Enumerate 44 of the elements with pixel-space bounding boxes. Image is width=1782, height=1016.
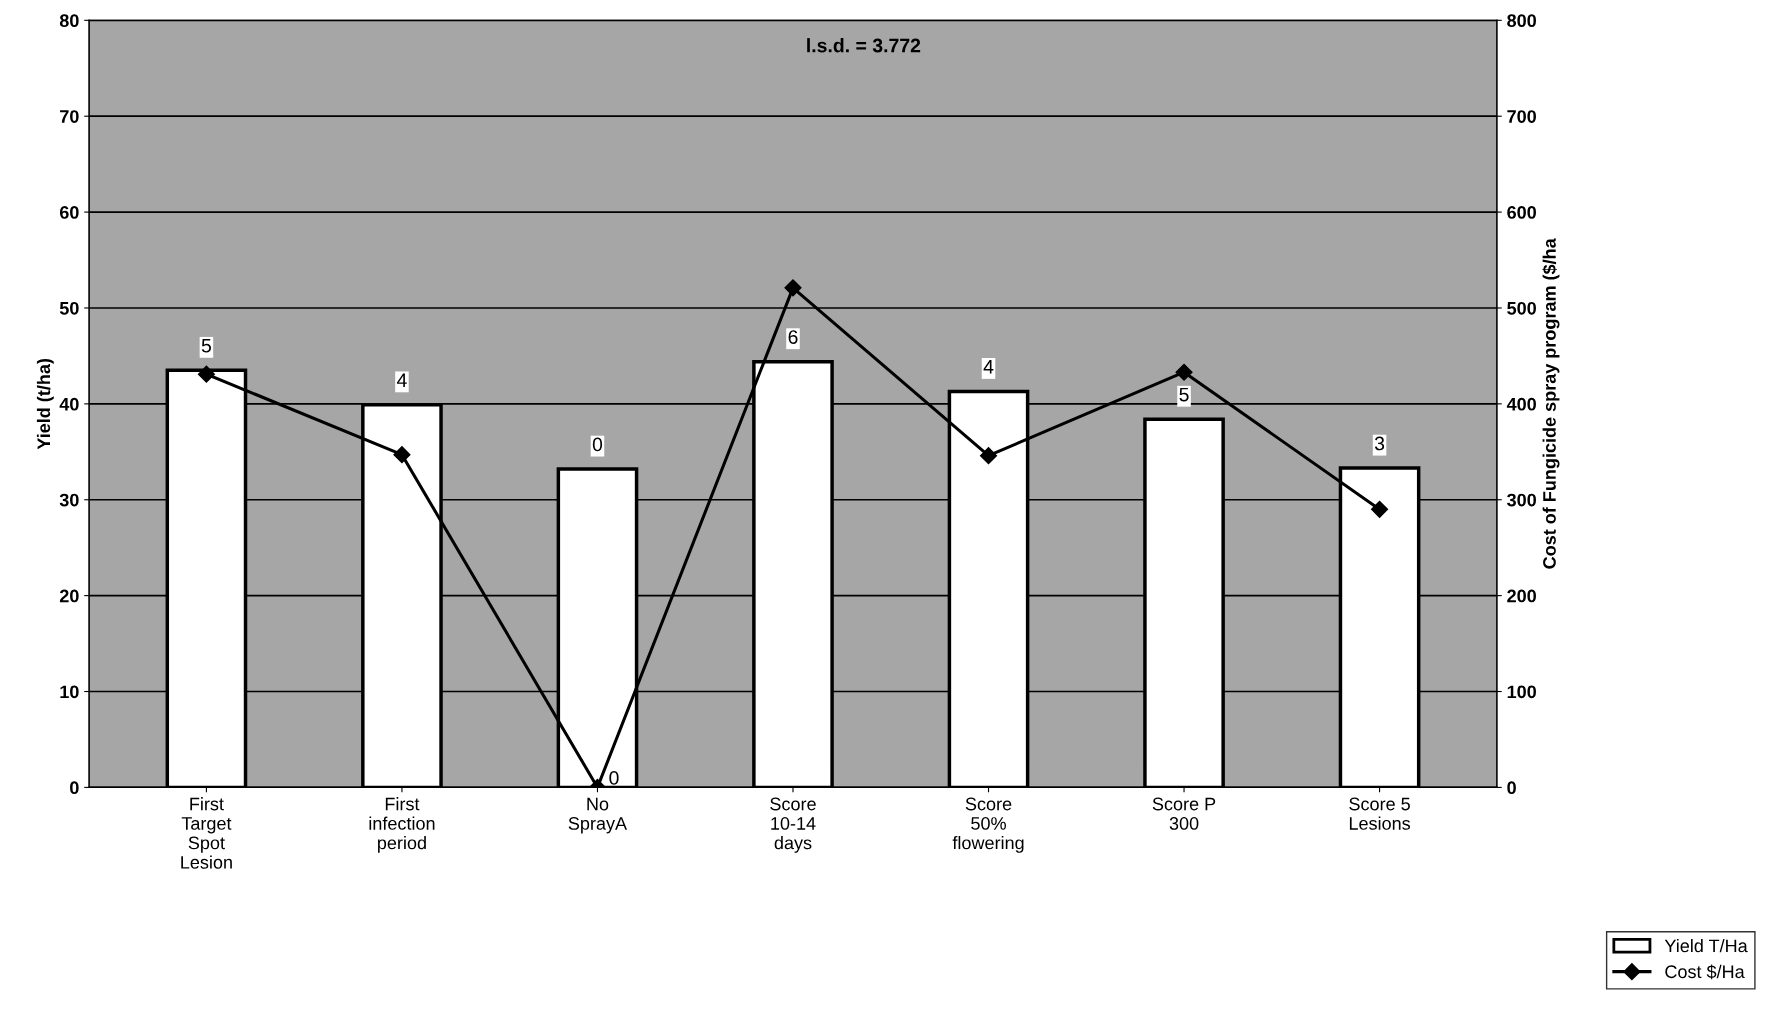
y2-tick-label: 200 — [1507, 589, 1536, 603]
annotation: 4 — [396, 373, 407, 387]
y-tick-label: 60 — [59, 206, 79, 219]
legend-label: Yield T/Ha — [1664, 939, 1748, 953]
y-tick-label: 20 — [59, 589, 79, 603]
y-axis-title: Yield (t/ha) — [36, 358, 54, 450]
x-tick-label: No SprayA — [568, 797, 628, 834]
annotation: 3 — [1374, 436, 1385, 451]
y2-tick-label: 500 — [1507, 301, 1536, 315]
y-tick-label: 40 — [59, 397, 79, 411]
y-tick-label: 50 — [59, 301, 79, 315]
y2-tick-label: 100 — [1507, 685, 1536, 699]
y2-tick-label: 0 — [1507, 781, 1516, 795]
y2-tick-label: 300 — [1507, 493, 1536, 507]
x-tick-label: First infection period — [369, 797, 435, 853]
annotation: l.s.d. = 3.772 — [807, 38, 921, 53]
annotation: 0 — [592, 437, 603, 452]
point — [197, 365, 215, 383]
x-tick-label: Score P 300 — [1152, 797, 1216, 830]
x-tick-label: First Target Spot Lesion — [181, 797, 232, 869]
y-tick-label: 0 — [70, 781, 79, 795]
point — [1371, 500, 1389, 518]
annotation: 6 — [788, 330, 798, 344]
annotation: 5 — [201, 339, 212, 353]
y-tick-label: 80 — [59, 14, 79, 28]
point — [393, 446, 411, 464]
y2-axis-title: Cost of Fungicide spray program ($/ha — [1542, 238, 1560, 569]
annotation: 4 — [983, 360, 994, 374]
x-tick-label: Score 10-14 days — [770, 797, 816, 853]
point — [979, 447, 998, 465]
x-tick-label: Score 5 Lesions — [1349, 797, 1411, 830]
y2-tick-label: 700 — [1507, 110, 1536, 123]
legend-label: Cost $/Ha — [1665, 964, 1745, 980]
y2-tick-label: 800 — [1507, 14, 1536, 28]
y2-tick-label: 400 — [1506, 397, 1536, 411]
y-tick-label: 30 — [59, 493, 79, 507]
point — [1175, 363, 1193, 381]
y-tick-label: 70 — [60, 110, 79, 123]
y2-tick-label: 600 — [1507, 206, 1536, 219]
point — [784, 279, 802, 297]
annotation: 5 — [1179, 387, 1189, 402]
y-tick-label: 10 — [60, 685, 79, 699]
x-tick-label: Score 50% flowering — [952, 797, 1024, 853]
data-label: 0 — [609, 771, 619, 785]
